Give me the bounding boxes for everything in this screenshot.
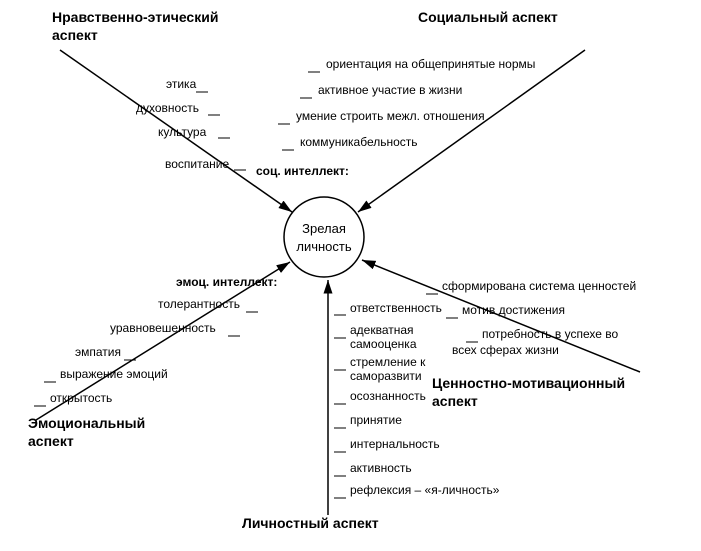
personal-item: ответственность	[350, 301, 442, 315]
personal-item: интернальность	[350, 437, 440, 451]
personal-item: самооценка	[350, 337, 417, 351]
emotional-item: толерантность	[158, 297, 240, 311]
moral-item: этика	[166, 77, 197, 91]
emotional-item: выражение эмоций	[60, 367, 168, 381]
value-item: мотив достижения	[462, 303, 565, 317]
value-title: аспект	[432, 393, 478, 409]
social-item: коммуникабельность	[300, 135, 418, 149]
social-subtitle: соц. интеллект:	[256, 164, 349, 178]
emotional-item: открытость	[50, 391, 112, 405]
moral-item: воспитание	[165, 157, 229, 171]
center-node	[284, 197, 364, 277]
social-item: умение строить межл. отношения	[296, 109, 485, 123]
personal-item: стремление к	[350, 355, 426, 369]
emotional-title: Эмоциональный	[28, 415, 145, 431]
emotional-subtitle: эмоц. интеллект:	[176, 275, 277, 289]
value-item: всех сферах жизни	[452, 343, 559, 357]
social-title: Социальный аспект	[418, 9, 558, 25]
emotional-item: эмпатия	[75, 345, 121, 359]
value-title: Ценностно-мотивационный	[432, 375, 625, 391]
emotional-item: уравновешенность	[110, 321, 216, 335]
personal-item: саморазвити	[350, 369, 422, 383]
value-item: потребность в успехе во	[482, 327, 618, 341]
social-item: активное участие в жизни	[318, 83, 462, 97]
personal-item: принятие	[350, 413, 402, 427]
center-label-1: Зрелая	[302, 221, 346, 236]
social-arrow	[358, 50, 585, 212]
personal-item: рефлексия – «я-личность»	[350, 483, 500, 497]
moral-item: духовность	[136, 101, 199, 115]
moral-title: Нравственно-этический	[52, 9, 218, 25]
personal-title: Личностный аспект	[242, 515, 379, 531]
value-item: сформирована система ценностей	[442, 279, 636, 293]
social-item: ориентация на общепринятые нормы	[326, 57, 535, 71]
personal-item: осознанность	[350, 389, 426, 403]
fishbone-diagram: Зрелая личность Нравственно-этический аспе…	[0, 0, 701, 551]
moral-item: культура	[158, 125, 207, 139]
moral-title: аспект	[52, 27, 98, 43]
emotional-title: аспект	[28, 433, 74, 449]
personal-item: активность	[350, 461, 412, 475]
center-label-2: личность	[296, 239, 351, 254]
personal-item: адекватная	[350, 323, 414, 337]
